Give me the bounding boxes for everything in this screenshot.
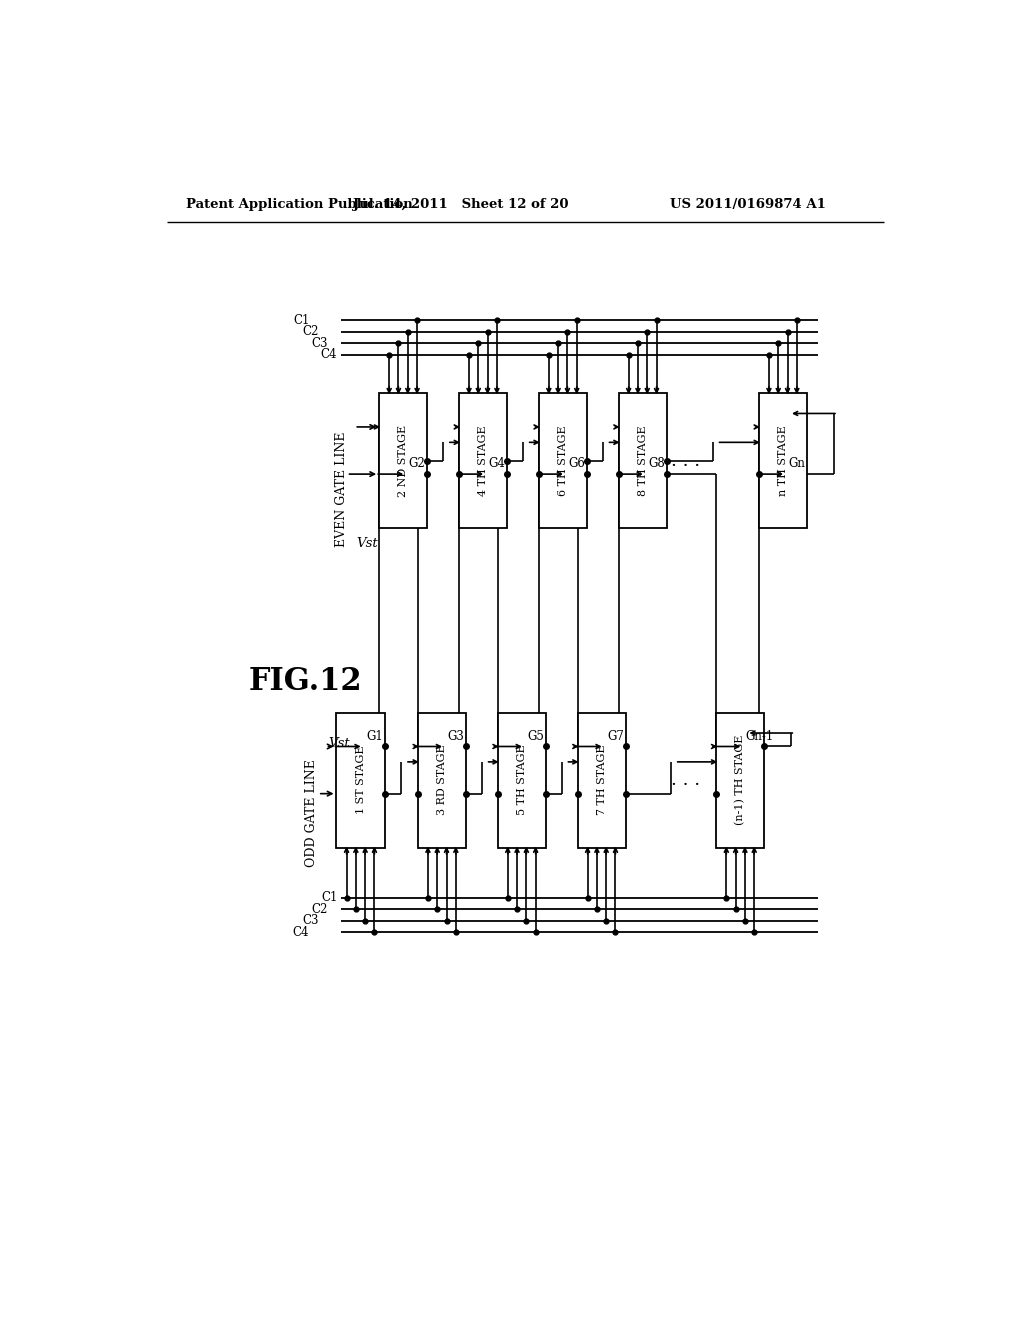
Bar (337, 713, 385, 847)
Text: 5 TH STAGE: 5 TH STAGE (517, 744, 526, 816)
Text: G6: G6 (568, 457, 585, 470)
Text: G7: G7 (607, 730, 624, 743)
Text: C1: C1 (293, 314, 309, 326)
Bar (459, 393, 507, 528)
Bar (539, 393, 587, 528)
Text: n TH STAGE: n TH STAGE (778, 425, 787, 496)
Text: Gn: Gn (788, 457, 805, 470)
Text: 8 TH STAGE: 8 TH STAGE (638, 425, 647, 496)
Text: ODD GATE LINE: ODD GATE LINE (305, 759, 318, 867)
Text: G3: G3 (447, 730, 464, 743)
Text: C2: C2 (302, 325, 318, 338)
Text: C4: C4 (293, 925, 309, 939)
Text: Patent Application Publication: Patent Application Publication (186, 198, 413, 211)
Text: 2 ND STAGE: 2 ND STAGE (398, 425, 409, 496)
Text: C3: C3 (311, 337, 328, 350)
Text: Jul. 14, 2011   Sheet 12 of 20: Jul. 14, 2011 Sheet 12 of 20 (353, 198, 569, 211)
Bar (379, 393, 427, 528)
Bar (418, 713, 466, 847)
Text: C1: C1 (321, 891, 337, 904)
Text: G5: G5 (527, 730, 544, 743)
Text: EVEN GATE LINE: EVEN GATE LINE (335, 432, 347, 548)
Text: 3 RD STAGE: 3 RD STAGE (437, 744, 446, 816)
Text: 6 TH STAGE: 6 TH STAGE (558, 425, 567, 496)
Text: G4: G4 (488, 457, 505, 470)
Text: G8: G8 (648, 457, 665, 470)
Text: 7 TH STAGE: 7 TH STAGE (597, 744, 606, 816)
Text: (n-1) TH STAGE: (n-1) TH STAGE (735, 735, 745, 825)
Text: . . .: . . . (672, 771, 700, 789)
Text: . . .: . . . (672, 451, 700, 470)
Text: C2: C2 (311, 903, 328, 916)
Bar (498, 713, 546, 847)
Bar (759, 393, 807, 528)
Text: C3: C3 (302, 915, 318, 927)
Text: G1: G1 (366, 730, 383, 743)
Text: 1 ST STAGE: 1 ST STAGE (355, 746, 366, 814)
Bar (578, 713, 626, 847)
Text: FIG.12: FIG.12 (248, 667, 361, 697)
Text: Gn-1: Gn-1 (745, 730, 774, 743)
Bar (716, 713, 764, 847)
Text: US 2011/0169874 A1: US 2011/0169874 A1 (671, 198, 826, 211)
Text: G2: G2 (409, 457, 425, 470)
Bar (618, 393, 667, 528)
Text: C4: C4 (321, 348, 337, 362)
Text: Vst: Vst (356, 537, 379, 550)
Text: Vst: Vst (328, 737, 350, 750)
Text: 4 TH STAGE: 4 TH STAGE (478, 425, 488, 496)
